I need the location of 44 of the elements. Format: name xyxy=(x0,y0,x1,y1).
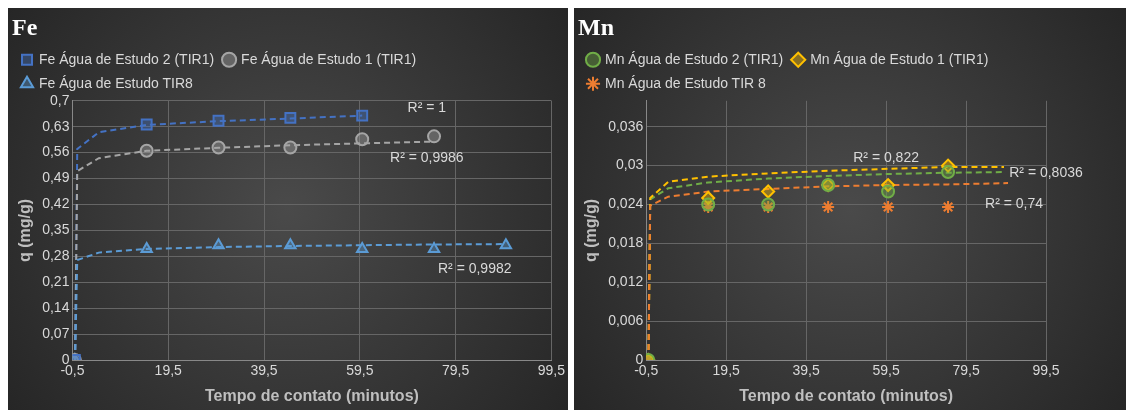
x-tick-label: 39,5 xyxy=(792,362,820,379)
y-tick-label: 0,63 xyxy=(42,117,70,134)
y-tick-label: 0,35 xyxy=(42,221,70,238)
y-tick-label: 0,024 xyxy=(608,195,644,212)
legend-label: Mn Água de Estudo TIR 8 xyxy=(605,74,767,91)
y-tick-label: 0,7 xyxy=(49,91,70,108)
x-tick-label: 59,5 xyxy=(346,362,374,379)
y-tick-label: 0,03 xyxy=(615,156,644,173)
y-tick-label: 0,42 xyxy=(42,195,70,212)
legend-label: Mn Água de Estudo 1 (TIR1) xyxy=(810,50,989,67)
x-tick-label: 39,5 xyxy=(250,362,278,379)
x-tick-label: 79,5 xyxy=(952,362,980,379)
y-tick-label: 0,036 xyxy=(608,117,644,134)
chart-title: Mn xyxy=(578,13,614,40)
annotation: R² = 0,74 xyxy=(985,195,1044,212)
y-tick-label: 0,14 xyxy=(42,299,70,316)
y-tick-label: 0,49 xyxy=(42,169,70,186)
legend-label: Fe Água de Estudo 1 (TIR1) xyxy=(241,50,417,67)
annotation: R² = 0,822 xyxy=(853,148,920,165)
y-tick-label: 0,012 xyxy=(608,273,644,290)
legend-label: Mn Água de Estudo 2 (TIR1) xyxy=(605,50,784,67)
chart-title: Fe xyxy=(12,13,38,40)
annotation: R² = 0,8036 xyxy=(1009,164,1083,181)
x-tick-label: 99,5 xyxy=(537,362,566,379)
y-tick-label: 0,28 xyxy=(42,247,70,264)
y-tick-label: 0,006 xyxy=(608,311,644,328)
y-axis-title: q (mg/g) xyxy=(16,198,34,262)
y-tick-label: 0,21 xyxy=(42,273,70,290)
x-tick-label: 59,5 xyxy=(872,362,900,379)
x-axis-title: Tempo de contato (minutos) xyxy=(204,386,419,404)
legend-label: Fe Água de Estudo 2 (TIR1) xyxy=(39,50,215,67)
annotation: R² = 1 xyxy=(407,99,447,116)
x-tick-label: 19,5 xyxy=(712,362,741,379)
legend-label: Fe Água de Estudo TIR8 xyxy=(39,74,194,91)
y-tick-label: 0,018 xyxy=(608,234,644,251)
y-tick-label: 0,56 xyxy=(42,143,70,160)
annotation: R² = 0,9982 xyxy=(437,260,512,277)
y-axis-title: q (mg/g) xyxy=(582,198,600,262)
x-tick-label: 99,5 xyxy=(1032,362,1060,379)
x-tick-label: 79,5 xyxy=(441,362,470,379)
annotation: R² = 0,9986 xyxy=(390,148,464,165)
x-axis-title: Tempo de contato (minutos) xyxy=(739,386,954,404)
y-tick-label: 0,07 xyxy=(42,324,70,341)
x-tick-label: 19,5 xyxy=(154,362,183,379)
